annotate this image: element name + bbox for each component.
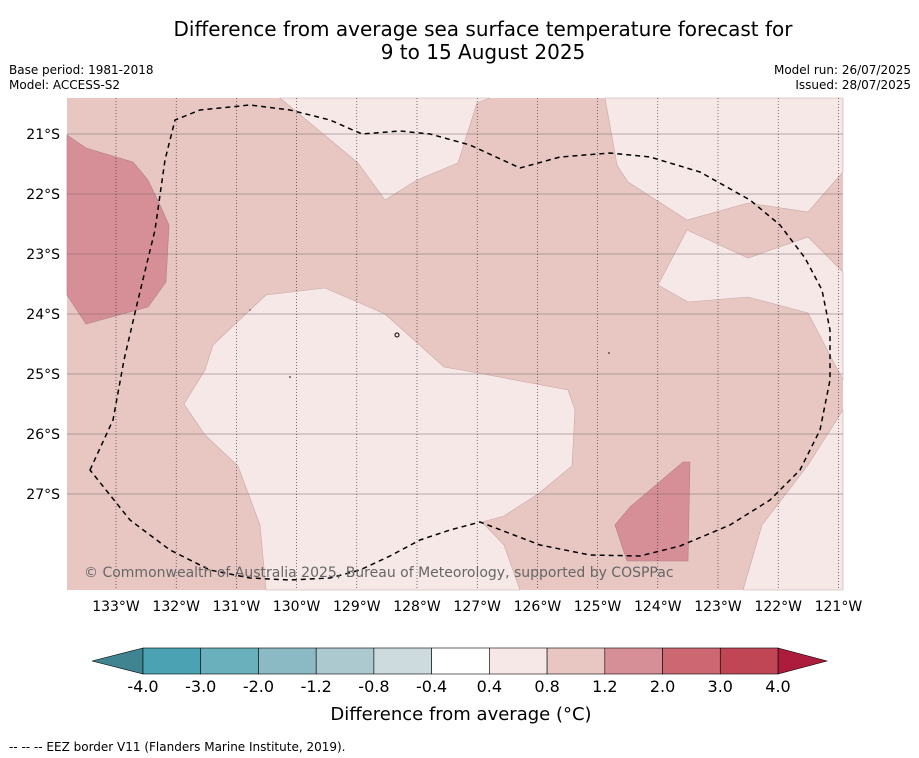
colorbar-segment (315, 647, 375, 675)
colorbar-segment (546, 647, 606, 675)
colorbar-tick-label: -3.0 (185, 677, 216, 696)
latitude-label: 25°S (26, 367, 60, 383)
colorbar-segment (142, 647, 202, 675)
longitude-label: 132°W (152, 599, 200, 615)
colorbar-tick-label: -2.0 (243, 677, 274, 696)
longitude-label: 122°W (754, 599, 802, 615)
latitude-label: 23°S (26, 247, 60, 263)
map-figure: © Commonwealth of Australia 2025, Bureau… (26, 97, 862, 696)
longitude-label: 124°W (634, 599, 682, 615)
colorbar: -4.0 -3.0 -2.0 -1.2 -0.8 -0.4 0.4 0.8 1.2 2.0 3.0 4… (91, 647, 829, 696)
title-line-1: Difference from average sea surface temp… (173, 17, 793, 41)
longitude-label: 133°W (92, 599, 140, 615)
longitude-label: 123°W (694, 599, 742, 615)
colorbar-segment (373, 647, 432, 675)
island-marker (608, 352, 610, 354)
latitude-gridlines (67, 133, 843, 495)
issued-text: Issued: 28/07/2025 (795, 78, 911, 92)
colorbar-segment (258, 647, 317, 675)
sst-region-light-southeast (742, 408, 844, 591)
longitude-gridlines (115, 98, 839, 590)
colorbar-tick-label: 3.0 (708, 677, 733, 696)
colorbar-tick-label: 4.0 (765, 677, 790, 696)
colorbar-tick-label: -0.4 (416, 677, 447, 696)
colorbar-tick-label: -1.2 (301, 677, 332, 696)
colorbar-segment (431, 647, 490, 675)
latitude-label: 27°S (26, 487, 60, 503)
colorbar-segment (604, 647, 663, 675)
latitude-label: 22°S (26, 187, 60, 203)
colorbar-tick-label: 0.4 (477, 677, 502, 696)
copyright-text: © Commonwealth of Australia 2025, Bureau… (84, 565, 674, 581)
longitude-label: 129°W (333, 599, 381, 615)
sst-region-dark-south (614, 461, 691, 562)
latitude-label: 24°S (26, 307, 60, 323)
base-period-text: Base period: 1981-2018 (9, 63, 154, 77)
meta-right: Model run: 26/07/2025 Issued: 28/07/2025 (774, 63, 911, 93)
colorbar-segment (662, 647, 721, 675)
latitude-label: 21°S (26, 127, 60, 143)
sst-region-light-northeast (604, 97, 844, 221)
longitude-label: 125°W (574, 599, 622, 615)
colorbar-segment (719, 647, 779, 675)
colorbar-segment (200, 647, 259, 675)
chart-title: Difference from average sea surface temp… (0, 18, 919, 64)
colorbar-tick-labels: -4.0 -3.0 -2.0 -1.2 -0.8 -0.4 0.4 0.8 1.2 2.0 3.0 4… (127, 677, 790, 696)
colorbar-under-arrow (91, 647, 144, 675)
island-marker (249, 309, 251, 311)
colorbar-over-arrow (777, 647, 829, 675)
longitude-labels: 133°W 132°W 131°W 130°W 129°W 128°W 127°W 126°W… (92, 599, 862, 615)
colorbar-tick-label: 0.8 (534, 677, 559, 696)
colorbar-segment (489, 647, 548, 675)
latitude-labels: 21°S 22°S 23°S 24°S 25°S 26°S 27°S (26, 127, 60, 503)
map-area: © Commonwealth of Australia 2025, Bureau… (66, 97, 844, 591)
model-text: Model: ACCESS-S2 (9, 78, 121, 92)
colorbar-label: Difference from average (°C) (330, 704, 592, 725)
longitude-label: 127°W (453, 599, 501, 615)
longitude-label: 121°W (815, 599, 863, 615)
longitude-label: 126°W (514, 599, 562, 615)
sst-region-light-north (279, 97, 491, 201)
colorbar-tick-label: -4.0 (127, 677, 158, 696)
colorbar-tick-label: -0.8 (358, 677, 389, 696)
longitude-label: 128°W (393, 599, 441, 615)
island-marker (394, 332, 400, 338)
longitude-label: 131°W (213, 599, 261, 615)
colorbar-segments (142, 647, 779, 675)
colorbar-tick-label: 2.0 (650, 677, 675, 696)
longitude-label: 130°W (273, 599, 321, 615)
colorbar-tick-label: 1.2 (592, 677, 617, 696)
meta-left: Base period: 1981-2018 Model: ACCESS-S2 (9, 63, 154, 93)
title-line-2: 9 to 15 August 2025 (380, 40, 586, 64)
sst-region-light-east (657, 229, 844, 381)
eez-border (89, 104, 831, 581)
latitude-label: 26°S (26, 427, 60, 443)
island-marker (289, 376, 291, 378)
legend-note: -- -- -- EEZ border V11 (Flanders Marine… (9, 740, 346, 754)
model-run-text: Model run: 26/07/2025 (773, 63, 911, 77)
